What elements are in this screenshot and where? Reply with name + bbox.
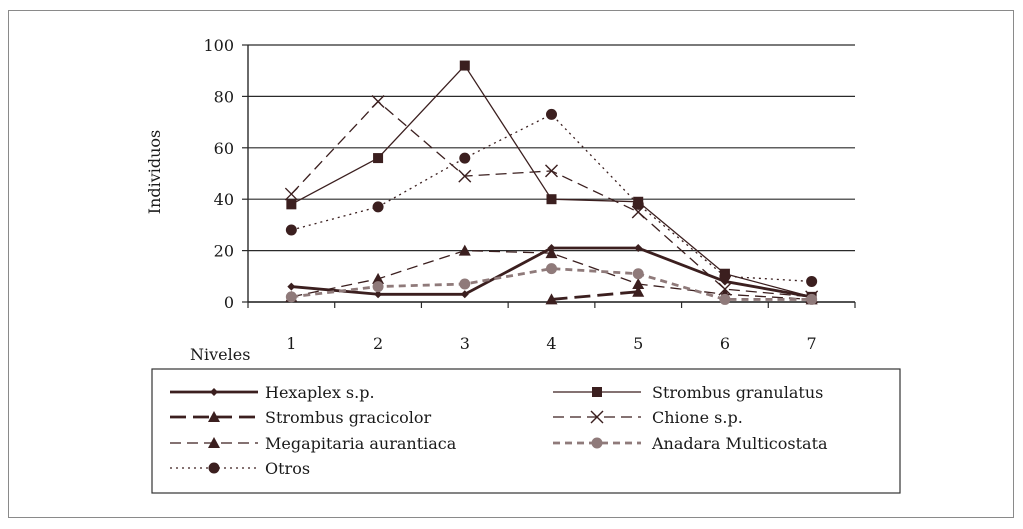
legend-label: Anadara Multicostata <box>651 434 828 453</box>
data-point <box>546 109 557 120</box>
series-layer <box>285 61 817 305</box>
y-tick-label: 100 <box>203 36 234 55</box>
y-tick-label: 40 <box>214 190 234 209</box>
data-point <box>633 199 644 210</box>
legend-label: Chione s.p. <box>652 408 743 427</box>
data-point <box>373 201 384 212</box>
y-axis-title: Individuos <box>145 130 164 215</box>
data-point <box>373 153 383 163</box>
data-point <box>287 283 295 291</box>
legend-label: Megapitaria aurantiaca <box>265 434 457 453</box>
data-point <box>286 291 297 302</box>
y-tick-label: 0 <box>224 293 234 312</box>
legend-label: Strombus granulatus <box>652 383 823 402</box>
x-tick-label: 3 <box>460 334 470 353</box>
data-point <box>460 61 470 71</box>
data-point <box>546 263 557 274</box>
axes: 0 20 40 60 80 100 1 2 3 4 5 6 7 <box>203 36 855 353</box>
y-tick-label: 80 <box>214 87 234 106</box>
data-point <box>719 271 730 282</box>
data-point <box>547 194 557 204</box>
data-point <box>632 278 644 289</box>
data-point <box>459 279 470 290</box>
series-line <box>291 66 811 297</box>
data-point <box>633 268 644 279</box>
x-tick-label: 1 <box>286 334 296 353</box>
x-tick-label: 2 <box>373 334 383 353</box>
legend-label: Otros <box>265 459 310 478</box>
legend: Hexaplex s.p. Strombus granulatus Strombus… <box>152 369 900 493</box>
legend-label: Strombus gracicolor <box>265 408 432 427</box>
data-point <box>806 276 817 287</box>
x-tick-label: 7 <box>807 334 817 353</box>
series-line <box>552 292 639 300</box>
x-axis-title: Niveles <box>190 345 250 364</box>
data-point <box>373 281 384 292</box>
x-tick-label: 5 <box>633 334 643 353</box>
legend-marker <box>592 438 603 449</box>
data-point <box>806 294 817 305</box>
data-point <box>285 188 297 200</box>
legend-marker <box>592 387 602 397</box>
data-point <box>286 225 297 236</box>
x-tick-label: 6 <box>720 334 730 353</box>
data-point <box>719 294 730 305</box>
legend-marker <box>209 463 220 474</box>
data-point <box>286 199 296 209</box>
data-point <box>372 96 384 108</box>
data-point <box>459 153 470 164</box>
legend-label: Hexaplex s.p. <box>265 383 375 402</box>
y-tick-label: 20 <box>214 242 234 261</box>
y-tick-label: 60 <box>214 139 234 158</box>
x-tick-label: 4 <box>546 334 556 353</box>
